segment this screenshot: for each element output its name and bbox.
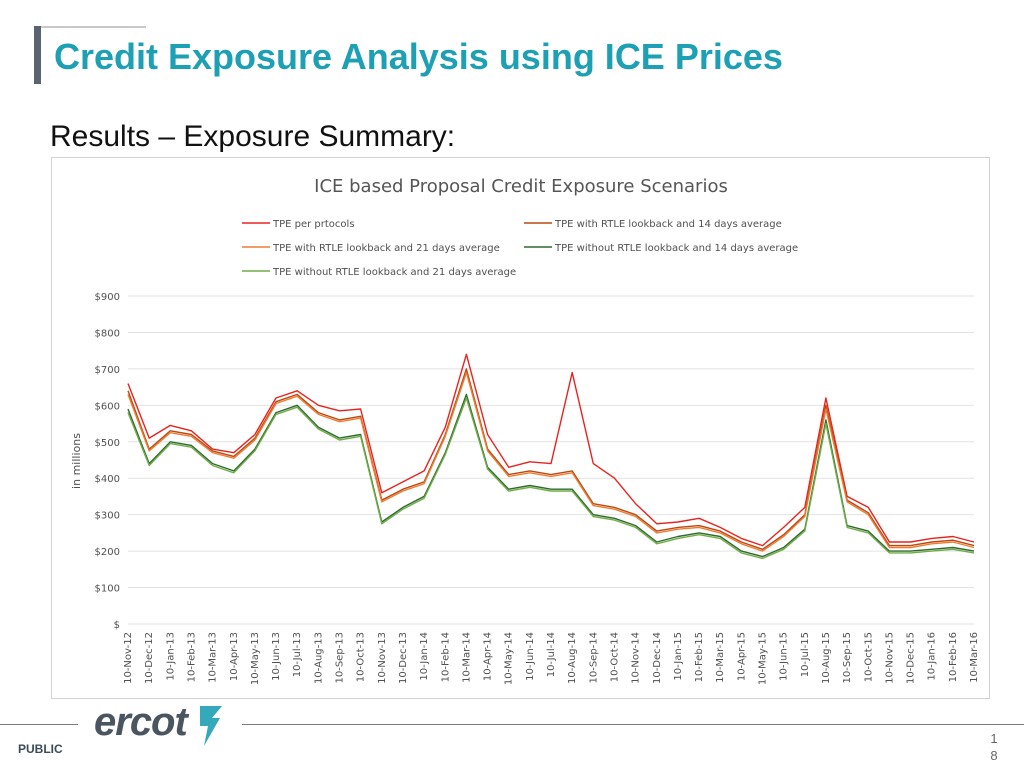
chart-legend: TPE per prtocols TPE with RTLE lookback a… — [242, 219, 798, 278]
x-tick-label: 10-Nov-15 — [884, 632, 895, 684]
x-tick-label: 10-Feb-15 — [694, 632, 705, 682]
x-tick-label: 10-Nov-13 — [377, 632, 388, 684]
public-label: PUBLIC — [18, 742, 63, 756]
x-tick-label: 10-Jul-13 — [292, 632, 303, 677]
top-rule — [34, 26, 146, 28]
x-tick-label: 10-Jun-14 — [525, 632, 536, 681]
x-tick-label: 10-May-15 — [758, 632, 769, 685]
x-tick-label: 10-Dec-15 — [906, 632, 917, 684]
x-tick-label: 10-Jan-14 — [419, 632, 430, 681]
y-tick-label: $100 — [95, 584, 120, 595]
footer-rule-left — [0, 724, 78, 725]
x-tick-label: 10-Mar-13 — [208, 632, 219, 683]
legend-label: TPE per prtocols — [272, 219, 355, 230]
x-tick-label: 10-Jan-16 — [927, 632, 938, 681]
x-tick-label: 10-May-13 — [250, 632, 261, 685]
x-axis-ticks: 10-Nov-12 10-Dec-12 10-Jan-13 10-Feb-13 10-M… — [123, 632, 980, 685]
y-axis-label: in millions — [70, 433, 83, 489]
x-tick-label: 10-Nov-12 — [123, 632, 134, 684]
x-tick-label: 10-Oct-13 — [356, 632, 367, 682]
slide-subtitle: Results – Exposure Summary: — [50, 120, 456, 153]
x-tick-label: 10-Jul-15 — [800, 632, 811, 677]
x-tick-label: 10-Dec-13 — [398, 632, 409, 684]
x-tick-label: 10-Jan-15 — [673, 632, 684, 681]
x-tick-label: 10-Sep-14 — [588, 632, 599, 684]
series-line-1 — [127, 353, 975, 547]
x-tick-label: 10-Sep-15 — [842, 632, 853, 684]
series-line-3 — [127, 371, 975, 552]
y-tick-label: $800 — [95, 328, 120, 339]
title-accent-bar — [34, 26, 41, 84]
x-tick-label: 10-Oct-14 — [609, 632, 620, 682]
y-tick-label: $500 — [95, 438, 120, 449]
x-tick-label: 10-Jun-13 — [271, 632, 282, 681]
y-tick-label: $200 — [95, 547, 120, 558]
series-line-5 — [127, 397, 975, 560]
x-tick-label: 10-Jun-15 — [779, 632, 790, 681]
chart-series — [127, 353, 975, 560]
x-tick-label: 10-Apr-13 — [229, 632, 240, 681]
chart-title: ICE based Proposal Credit Exposure Scena… — [314, 176, 728, 197]
y-tick-label: $700 — [95, 365, 120, 376]
ercot-lightning-icon — [200, 706, 222, 746]
x-tick-label: 10-Dec-12 — [144, 632, 155, 684]
x-tick-label: 10-Dec-14 — [652, 632, 663, 684]
x-tick-label: 10-Jul-14 — [546, 632, 557, 677]
y-tick-label: $400 — [95, 474, 120, 485]
x-tick-label: 10-Feb-13 — [186, 632, 197, 682]
y-tick-label: $600 — [95, 401, 120, 412]
x-tick-label: 10-Nov-14 — [631, 632, 642, 684]
x-tick-label: 10-May-14 — [504, 632, 515, 685]
x-tick-label: 10-Mar-15 — [715, 632, 726, 683]
legend-label: TPE with RTLE lookback and 21 days avera… — [272, 243, 500, 254]
y-axis-ticks: $ $100 $200 $300 $400 $500 $600 $700 $800 $900 — [95, 292, 120, 631]
ercot-logo: ercot — [94, 700, 188, 744]
x-tick-label: 10-Jan-13 — [165, 632, 176, 681]
chart-gridlines — [128, 295, 974, 625]
footer-rule-right — [242, 724, 1024, 725]
chart-frame: ICE based Proposal Credit Exposure Scena… — [51, 157, 990, 699]
x-tick-label: 10-Apr-14 — [483, 632, 494, 681]
x-tick-label: 10-Aug-13 — [313, 632, 324, 684]
x-tick-label: 10-Oct-15 — [863, 632, 874, 682]
page-number: 1 8 — [988, 730, 1000, 764]
credit-exposure-chart: ICE based Proposal Credit Exposure Scena… — [70, 176, 980, 685]
y-tick-label: $900 — [95, 292, 120, 303]
x-tick-label: 10-Feb-14 — [440, 632, 451, 682]
legend-label: TPE without RTLE lookback and 14 days av… — [554, 243, 798, 254]
legend-label: TPE without RTLE lookback and 21 days av… — [272, 267, 516, 278]
legend-label: TPE with RTLE lookback and 14 days avera… — [554, 219, 782, 230]
x-tick-label: 10-Feb-16 — [948, 632, 959, 682]
x-tick-label: 10-Mar-16 — [969, 632, 980, 683]
x-tick-label: 10-Mar-14 — [461, 632, 472, 683]
page-number-bottom: 8 — [990, 748, 998, 763]
y-tick-label: $ — [114, 620, 120, 631]
y-tick-label: $300 — [95, 511, 120, 522]
x-tick-label: 10-Apr-15 — [736, 632, 747, 681]
x-tick-label: 10-Sep-13 — [335, 632, 346, 684]
slide-title: Credit Exposure Analysis using ICE Price… — [54, 36, 783, 77]
x-tick-label: 10-Aug-15 — [821, 632, 832, 684]
series-line-4 — [127, 393, 975, 558]
page-number-top: 1 — [990, 731, 998, 746]
x-tick-label: 10-Aug-14 — [567, 632, 578, 684]
